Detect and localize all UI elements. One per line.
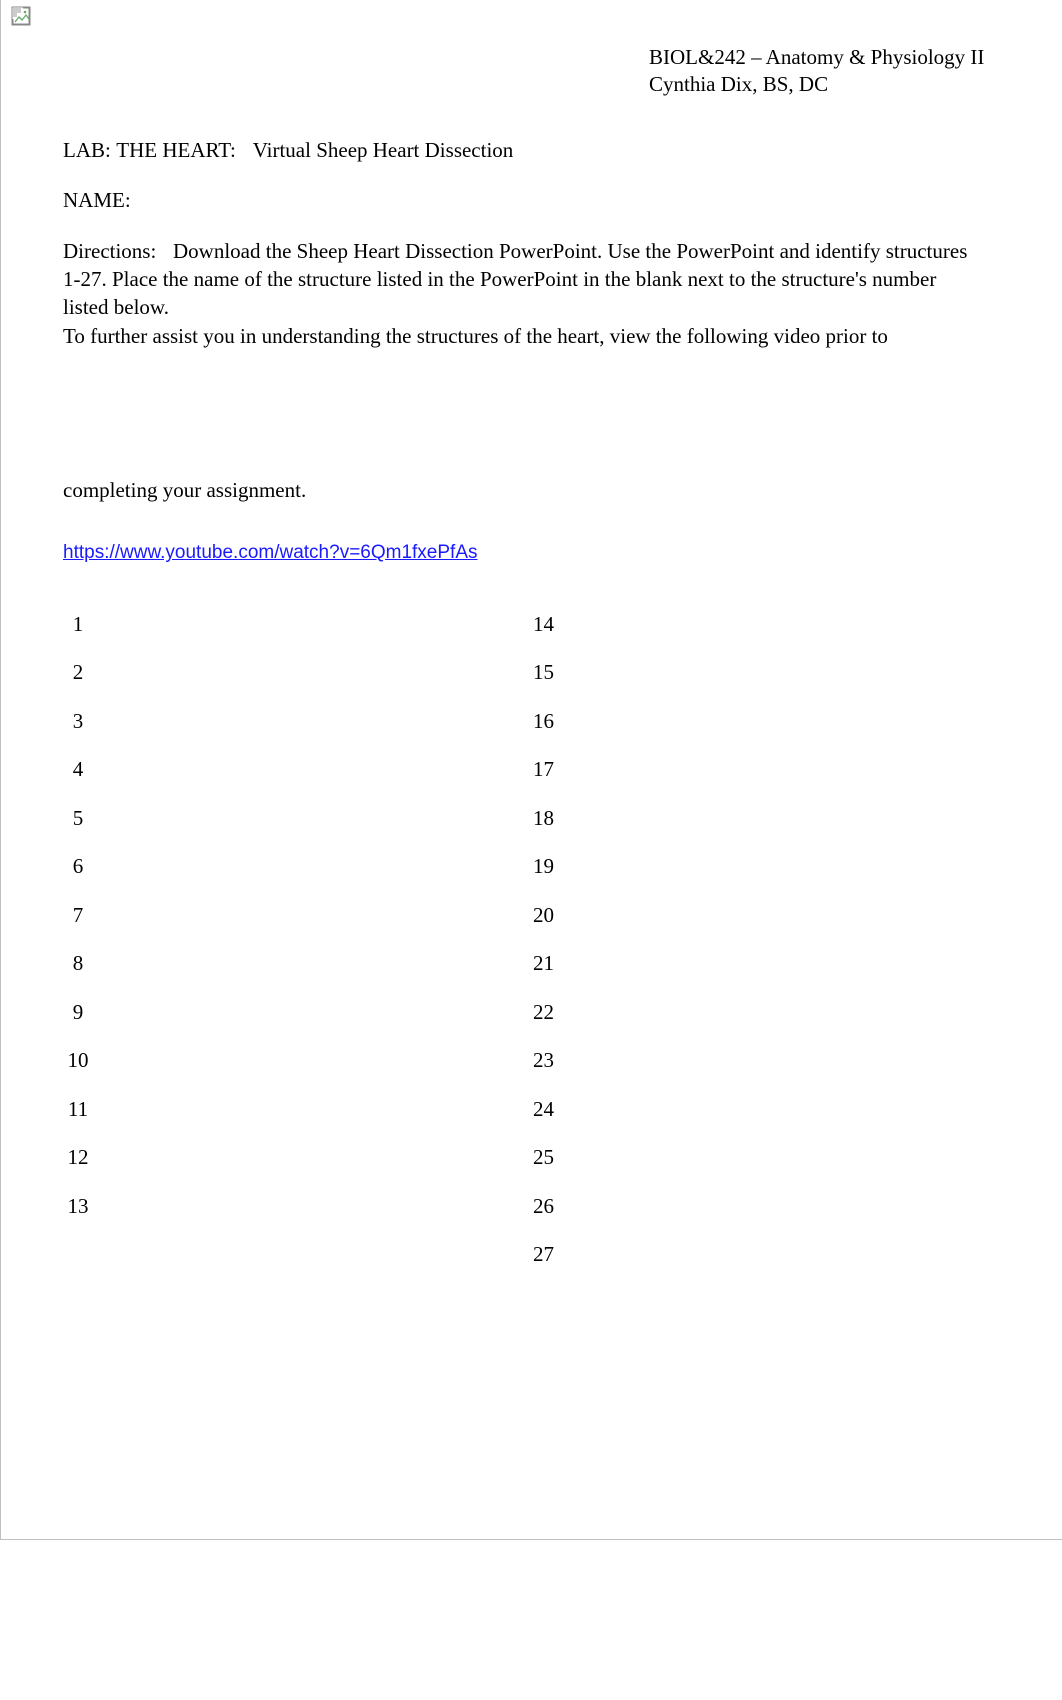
- list-item: 23: [533, 1037, 563, 1086]
- course-header: BIOL&242 – Anatomy & Physiology II Cynth…: [649, 44, 984, 99]
- directions-continuation: completing your assignment.: [63, 476, 1002, 504]
- directions-label: Directions:: [63, 237, 173, 265]
- list-item: 7: [63, 891, 533, 940]
- list-item: 24: [533, 1085, 563, 1134]
- list-item: 13: [63, 1182, 533, 1231]
- list-item: 17: [533, 746, 563, 795]
- list-item: 12: [63, 1134, 533, 1183]
- list-item: 9: [63, 988, 533, 1037]
- list-column-left: 1 2 3 4 5 6 7 8 9 10 11 12 13: [63, 600, 533, 1279]
- content-top: LAB: THE HEART: Virtual Sheep Heart Diss…: [63, 136, 982, 350]
- directions-block: Directions:Download the Sheep Heart Diss…: [63, 237, 982, 350]
- list-item: 2: [63, 649, 533, 698]
- list-item: 27: [533, 1231, 563, 1280]
- youtube-link[interactable]: https://www.youtube.com/watch?v=6Qm1fxeP…: [63, 540, 478, 566]
- lab-title: THE HEART:: [116, 136, 236, 164]
- list-item: 19: [533, 843, 563, 892]
- list-item: 10: [63, 1037, 533, 1086]
- course-code: BIOL&242 – Anatomy & Physiology II: [649, 44, 984, 71]
- structure-list: 1 2 3 4 5 6 7 8 9 10 11 12 13 14 15 16 1…: [63, 600, 663, 1279]
- name-line: NAME:: [63, 186, 982, 214]
- list-item: 14: [533, 600, 563, 649]
- lab-subtitle: Virtual Sheep Heart Dissection: [253, 138, 514, 162]
- name-label: NAME:: [63, 188, 131, 212]
- document-page: BIOL&242 – Anatomy & Physiology II Cynth…: [0, 0, 1062, 1540]
- list-item: 8: [63, 940, 533, 989]
- broken-image-icon: [11, 6, 33, 28]
- list-item: 21: [533, 940, 563, 989]
- list-item: 6: [63, 843, 533, 892]
- lab-label: LAB:: [63, 136, 111, 164]
- list-item: 15: [533, 649, 563, 698]
- list-column-right: 14 15 16 17 18 19 20 21 22 23 24 25 26 2…: [533, 600, 563, 1279]
- content-bottom: completing your assignment. https://www.…: [63, 476, 1002, 566]
- list-item: 5: [63, 794, 533, 843]
- instructor-name: Cynthia Dix, BS, DC: [649, 71, 984, 98]
- list-item: 25: [533, 1134, 563, 1183]
- directions-body-2: To further assist you in understanding t…: [63, 322, 982, 350]
- directions-body-1: Download the Sheep Heart Dissection Powe…: [63, 239, 967, 320]
- list-item: 11: [63, 1085, 533, 1134]
- list-item: 1: [63, 600, 533, 649]
- list-item: 4: [63, 746, 533, 795]
- list-item: 22: [533, 988, 563, 1037]
- list-item: 20: [533, 891, 563, 940]
- lab-line: LAB: THE HEART: Virtual Sheep Heart Diss…: [63, 136, 982, 164]
- list-item: 3: [63, 697, 533, 746]
- list-item: 16: [533, 697, 563, 746]
- list-item: 18: [533, 794, 563, 843]
- list-item: 26: [533, 1182, 563, 1231]
